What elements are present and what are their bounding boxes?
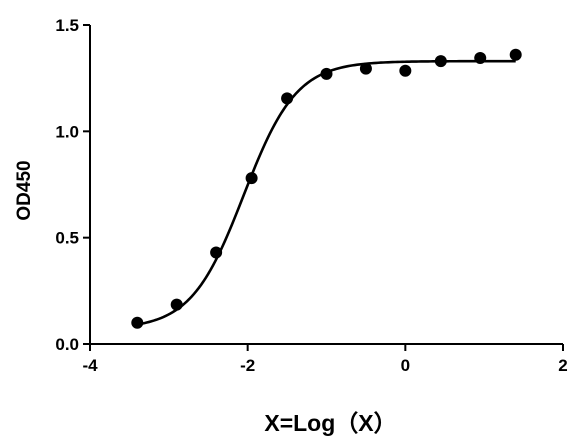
x-axis-title: X=Log（X）	[264, 410, 396, 436]
data-points	[131, 48, 522, 329]
fit-curve	[137, 59, 516, 326]
x-tick-label: -2	[240, 356, 255, 375]
data-point	[245, 172, 258, 185]
data-point	[320, 67, 333, 80]
data-point	[359, 62, 372, 75]
data-point	[210, 246, 223, 259]
data-point	[474, 51, 487, 64]
fit-curve-layer	[137, 59, 516, 326]
axes	[83, 24, 564, 351]
data-point	[399, 64, 412, 77]
x-tick-label: 2	[558, 356, 567, 375]
y-tick-label: 0.0	[55, 335, 79, 354]
data-point	[509, 48, 522, 61]
data-point	[170, 298, 183, 311]
data-point	[434, 55, 447, 68]
data-point	[131, 316, 144, 329]
data-point	[281, 92, 294, 105]
x-tick-label: -4	[82, 356, 98, 375]
y-tick-label: 1.0	[55, 122, 79, 141]
y-tick-label: 0.5	[55, 229, 79, 248]
x-tick-label: 0	[401, 356, 410, 375]
y-tick-label: 1.5	[55, 16, 79, 35]
y-axis-title: OD450	[14, 160, 35, 220]
axis-labels: 0.0 0.5 1.0 1.5 -4 -2 0 2 X=Log（X） OD450	[14, 16, 568, 436]
